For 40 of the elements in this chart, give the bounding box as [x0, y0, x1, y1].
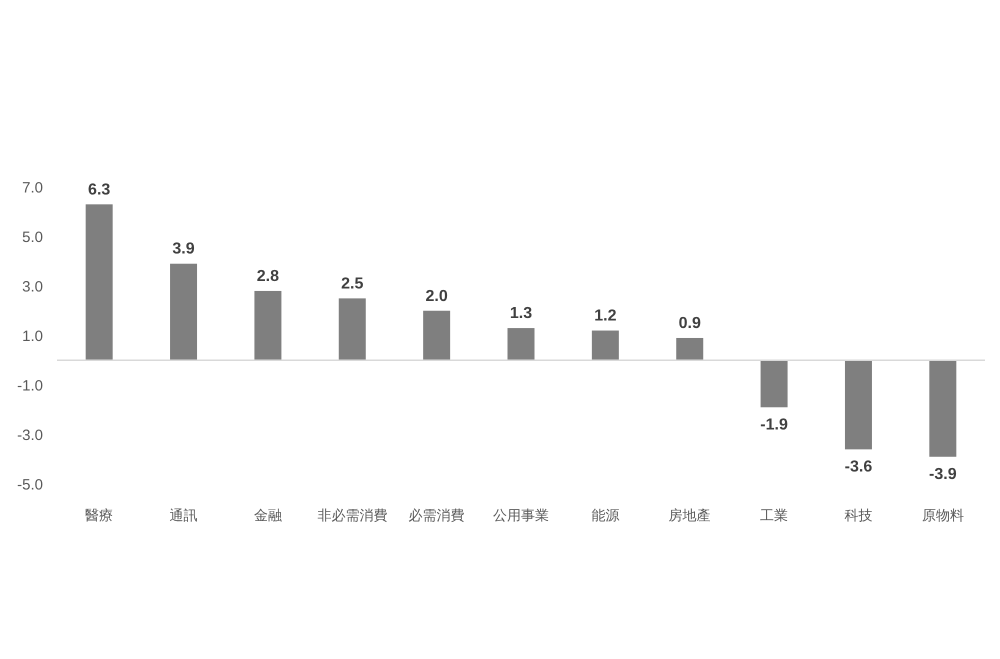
data-label: 2.0 — [426, 288, 448, 305]
bar — [170, 264, 198, 360]
bar — [423, 310, 450, 360]
x-tick-label: 必需消費 — [408, 507, 465, 523]
y-tick-label: 3.0 — [22, 278, 43, 296]
data-label: -1.9 — [760, 416, 788, 434]
data-label: 6.3 — [88, 181, 110, 198]
bar — [760, 360, 788, 408]
x-tick-label: 通訊 — [170, 507, 198, 523]
x-tick-label: 非必需消費 — [317, 507, 388, 523]
y-tick-label: -1.0 — [17, 377, 43, 394]
data-label: 1.3 — [510, 305, 532, 322]
data-label: 3.9 — [172, 240, 195, 258]
x-tick-label: 醫療 — [85, 507, 114, 523]
bar — [86, 204, 113, 360]
x-tick-label: 金融 — [254, 507, 282, 523]
x-tick-label: 原物料 — [922, 507, 964, 523]
x-tick-label: 工業 — [760, 507, 788, 523]
data-label: 2.5 — [341, 275, 364, 292]
y-tick-label: 1.0 — [22, 328, 43, 345]
x-tick-label: 能源 — [591, 507, 620, 523]
x-tick-label: 公用事業 — [493, 507, 549, 523]
bar — [254, 290, 282, 360]
data-label: 2.8 — [256, 268, 280, 285]
data-label: -3.9 — [929, 466, 957, 483]
y-tick-label: -3.0 — [17, 426, 43, 444]
data-label: 0.9 — [678, 314, 701, 332]
bar — [508, 328, 534, 360]
x-tick-label: 科技 — [844, 507, 872, 523]
bar — [592, 330, 619, 360]
bar — [338, 298, 366, 360]
y-tick-label: -5.0 — [17, 476, 43, 494]
bar — [676, 338, 704, 360]
y-tick-label: 5.0 — [22, 228, 43, 246]
x-tick-label: 房地產 — [668, 507, 711, 523]
data-label: 1.2 — [594, 308, 617, 325]
data-label: -3.6 — [844, 458, 872, 476]
bar — [844, 360, 872, 450]
y-tick-label: 7.0 — [22, 179, 43, 196]
bar — [929, 360, 956, 457]
